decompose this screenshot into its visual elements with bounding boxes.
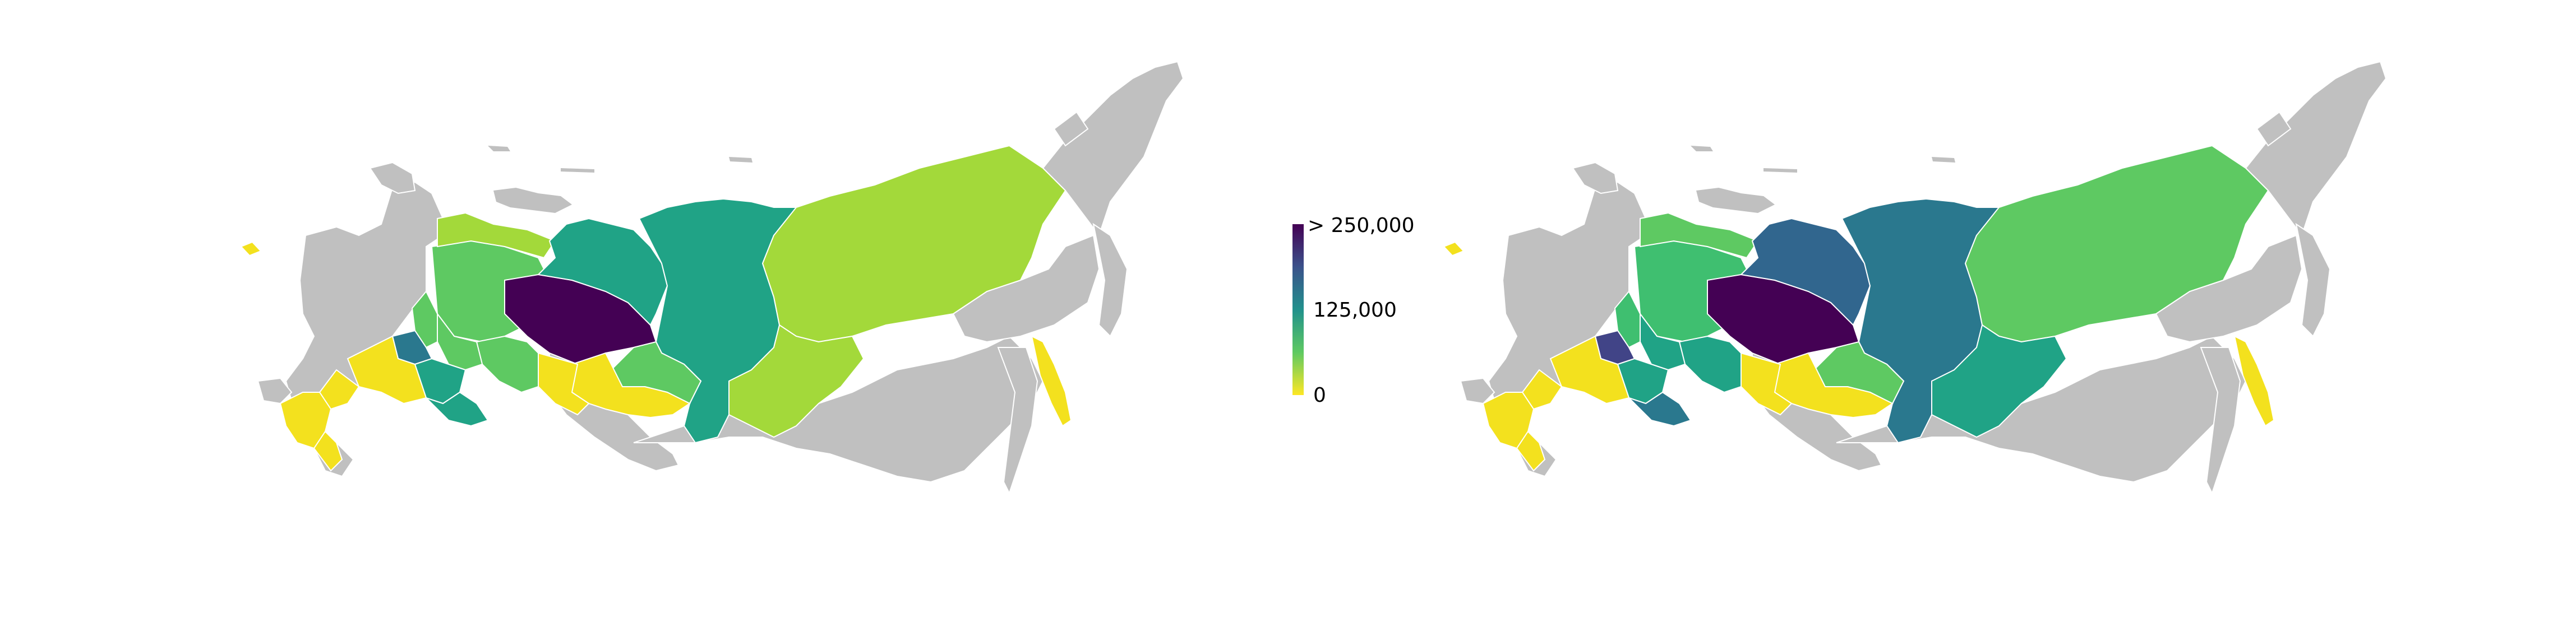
- region-samara: [1549, 335, 1630, 405]
- arctic-islands: [488, 146, 753, 213]
- region-sverdlovsk: [437, 312, 483, 371]
- region-irkutsk: [1931, 324, 2067, 438]
- region-nenets: [437, 212, 556, 259]
- region-yakutia: [1964, 145, 2269, 343]
- region-stavropol: [313, 430, 343, 472]
- arctic-islands: [1691, 146, 1955, 213]
- colorbar: [1292, 224, 1304, 395]
- region-volgograd: [1521, 369, 1563, 410]
- colorbar-gradient: [1292, 224, 1304, 395]
- region-nenets: [1640, 212, 1759, 259]
- region-yakutia: [761, 145, 1067, 343]
- region-kaliningrad: [240, 241, 262, 257]
- region-orenburg: [426, 391, 489, 427]
- region-sakhalin: [1031, 335, 1072, 427]
- region-sverdlovsk: [1640, 312, 1686, 371]
- region-orenburg: [1628, 391, 1692, 427]
- region-sakhalin: [2233, 335, 2275, 427]
- left-choropleth-map: [240, 61, 1184, 495]
- right-regions: [1443, 145, 2275, 472]
- region-yamalo-nenets: [1739, 217, 1871, 326]
- region-kaliningrad: [1443, 241, 1465, 257]
- region-stavropol: [1516, 430, 1546, 472]
- no-data-land: [1460, 61, 2387, 495]
- region-omsk: [538, 352, 590, 416]
- region-tyumen: [1678, 335, 1742, 393]
- colorbar-tick-max: > 250,000: [1308, 214, 1415, 237]
- region-yamalo-nenets: [537, 217, 668, 326]
- right-choropleth-map: [1443, 61, 2387, 495]
- region-omsk: [1741, 352, 1793, 416]
- no-data-land: [257, 61, 1184, 495]
- left-regions: [240, 145, 1072, 472]
- colorbar-tick-mid: 125,000: [1313, 299, 1397, 322]
- region-volgograd: [318, 369, 360, 410]
- region-samara: [347, 335, 427, 405]
- region-irkutsk: [728, 324, 865, 438]
- region-tyumen: [476, 335, 539, 393]
- colorbar-tick-min: 0: [1313, 384, 1326, 407]
